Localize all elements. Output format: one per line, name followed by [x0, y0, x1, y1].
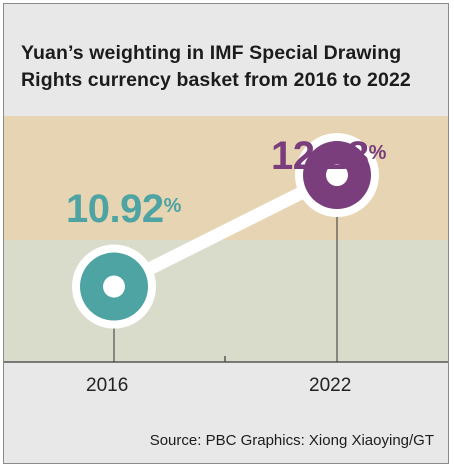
chart-card: Yuan’s weighting in IMF Special Drawing …: [3, 3, 449, 464]
x-tick-label-2016: 2016: [86, 375, 129, 396]
data-label-2022: 12.28%: [271, 136, 386, 176]
data-label-2016-value: 10.92: [66, 187, 164, 231]
lower-band: [4, 240, 448, 362]
chart-plot: [4, 116, 448, 363]
data-point-center: [103, 275, 125, 298]
data-label-2022-value: 12.28: [271, 134, 369, 178]
x-tick-label-2022: 2022: [309, 375, 352, 396]
source-credit: Source: PBC Graphics: Xiong Xiaoying/GT: [149, 432, 434, 449]
chart-title: Yuan’s weighting in IMF Special Drawing …: [21, 42, 411, 91]
data-point-2022: [295, 133, 379, 218]
data-label-2022-unit: %: [368, 142, 387, 164]
data-point-center: [326, 164, 348, 187]
data-point-2016: [72, 244, 156, 329]
data-label-2016-unit: %: [163, 195, 182, 217]
data-label-2016: 10.92%: [66, 189, 181, 229]
